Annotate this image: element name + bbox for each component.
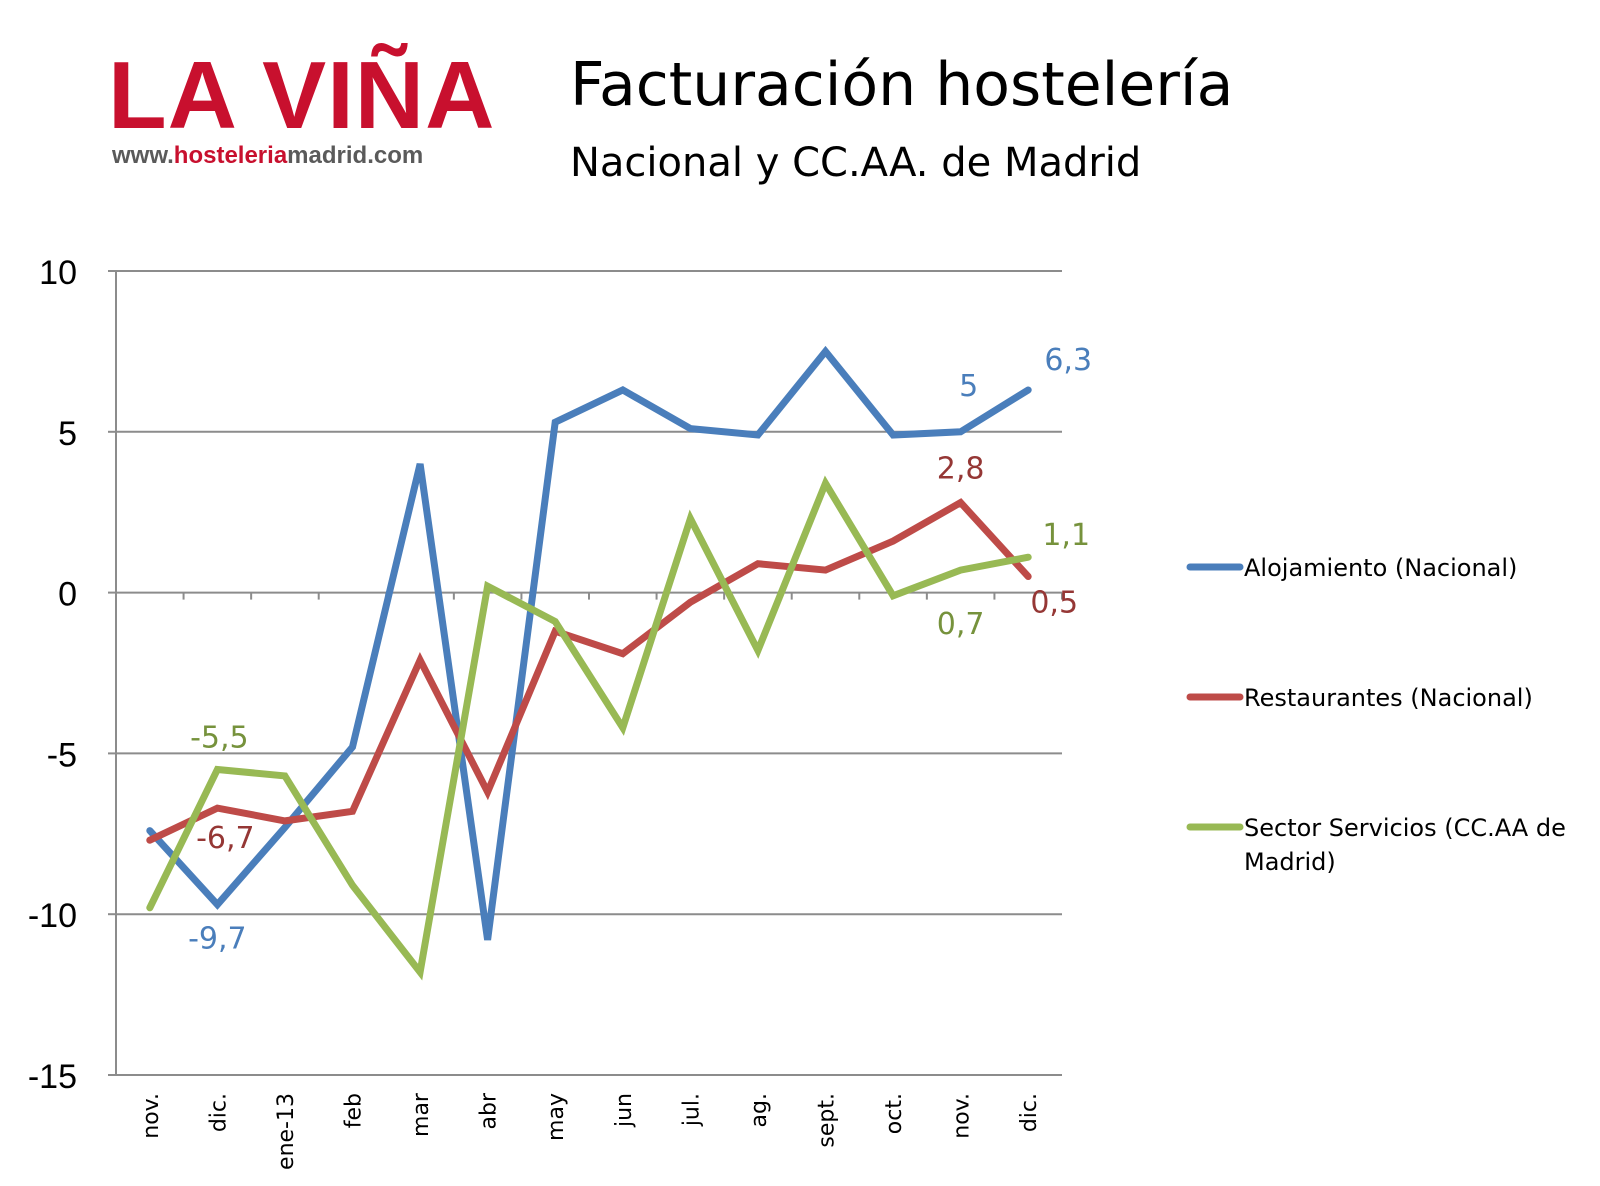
x-tick-label: nov. [950, 1093, 975, 1139]
data-label: 0,7 [937, 607, 985, 642]
data-label: 0,5 [1030, 586, 1078, 621]
series-lines [146, 345, 1032, 981]
data-label: 5 [959, 369, 978, 404]
data-label: -6,7 [196, 821, 255, 856]
y-tick-label: -10 [28, 897, 77, 935]
x-tick-label: oct. [882, 1093, 907, 1134]
y-tick-label: -5 [47, 736, 77, 774]
legend: Alojamiento (Nacional) Restaurantes (Naci… [1186, 554, 1566, 876]
x-tick-label: may [544, 1093, 569, 1141]
series-line-0 [146, 345, 1032, 941]
y-tick-labels: -15 -10 -5 0 5 10 [28, 254, 77, 1096]
x-tick-label: jul. [679, 1093, 704, 1127]
axes [108, 270, 1063, 1076]
x-tick-labels: nov. dic. ene-13 feb mar abr may jun jul. ag. sept… [139, 1092, 1042, 1170]
data-label: -9,7 [188, 922, 247, 957]
brand-url: www.hosteleriamadrid.com [112, 144, 423, 168]
y-tick-label: 0 [58, 576, 77, 614]
legend-label-1: Restaurantes (Nacional) [1244, 684, 1533, 712]
brand-url-prefix: www. [112, 142, 174, 169]
data-label: 1,1 [1042, 518, 1090, 553]
legend-label-line: Sector Servicios (CC.AA de [1244, 814, 1566, 842]
data-label: -5,5 [190, 720, 249, 755]
brand-url-highlight: hosteleria [173, 142, 288, 169]
y-tick-label: -15 [28, 1058, 77, 1096]
data-labels: -9,7 5 6,3 -6,7 2,8 0,5 -5,5 0,7 1,1 [188, 343, 1092, 957]
y-tick-label: 5 [58, 415, 77, 453]
brand-logo: LA VIÑA [108, 42, 496, 149]
x-tick-label: mar [409, 1092, 434, 1137]
brand-url-suffix: madrid.com [287, 142, 424, 169]
chart-subtitle: Nacional y CC.AA. de Madrid [570, 140, 1142, 186]
x-tick-label: feb [342, 1093, 367, 1128]
x-tick-label: ene-13 [274, 1093, 299, 1170]
x-tick-label: ag. [747, 1093, 772, 1127]
y-tick-label: 10 [39, 254, 77, 292]
x-tick-label: dic. [206, 1093, 231, 1132]
chart-title: Facturación hostelería [570, 50, 1234, 120]
x-tick-label: nov. [139, 1093, 164, 1139]
data-label: 2,8 [937, 452, 985, 487]
series-line-1 [146, 498, 1032, 844]
x-tick-label: dic. [1017, 1093, 1042, 1132]
legend-label-0: Alojamiento (Nacional) [1244, 554, 1517, 582]
x-tick-label: jun [612, 1093, 637, 1128]
series-line-2 [146, 475, 1032, 981]
x-tick-label: abr [477, 1092, 502, 1129]
x-tick-label: sept. [815, 1093, 840, 1148]
data-label: 6,3 [1044, 343, 1092, 378]
legend-label-2: Sector Servicios (CC.AA de Madrid) [1244, 814, 1566, 876]
legend-label-line: Madrid) [1244, 848, 1336, 876]
